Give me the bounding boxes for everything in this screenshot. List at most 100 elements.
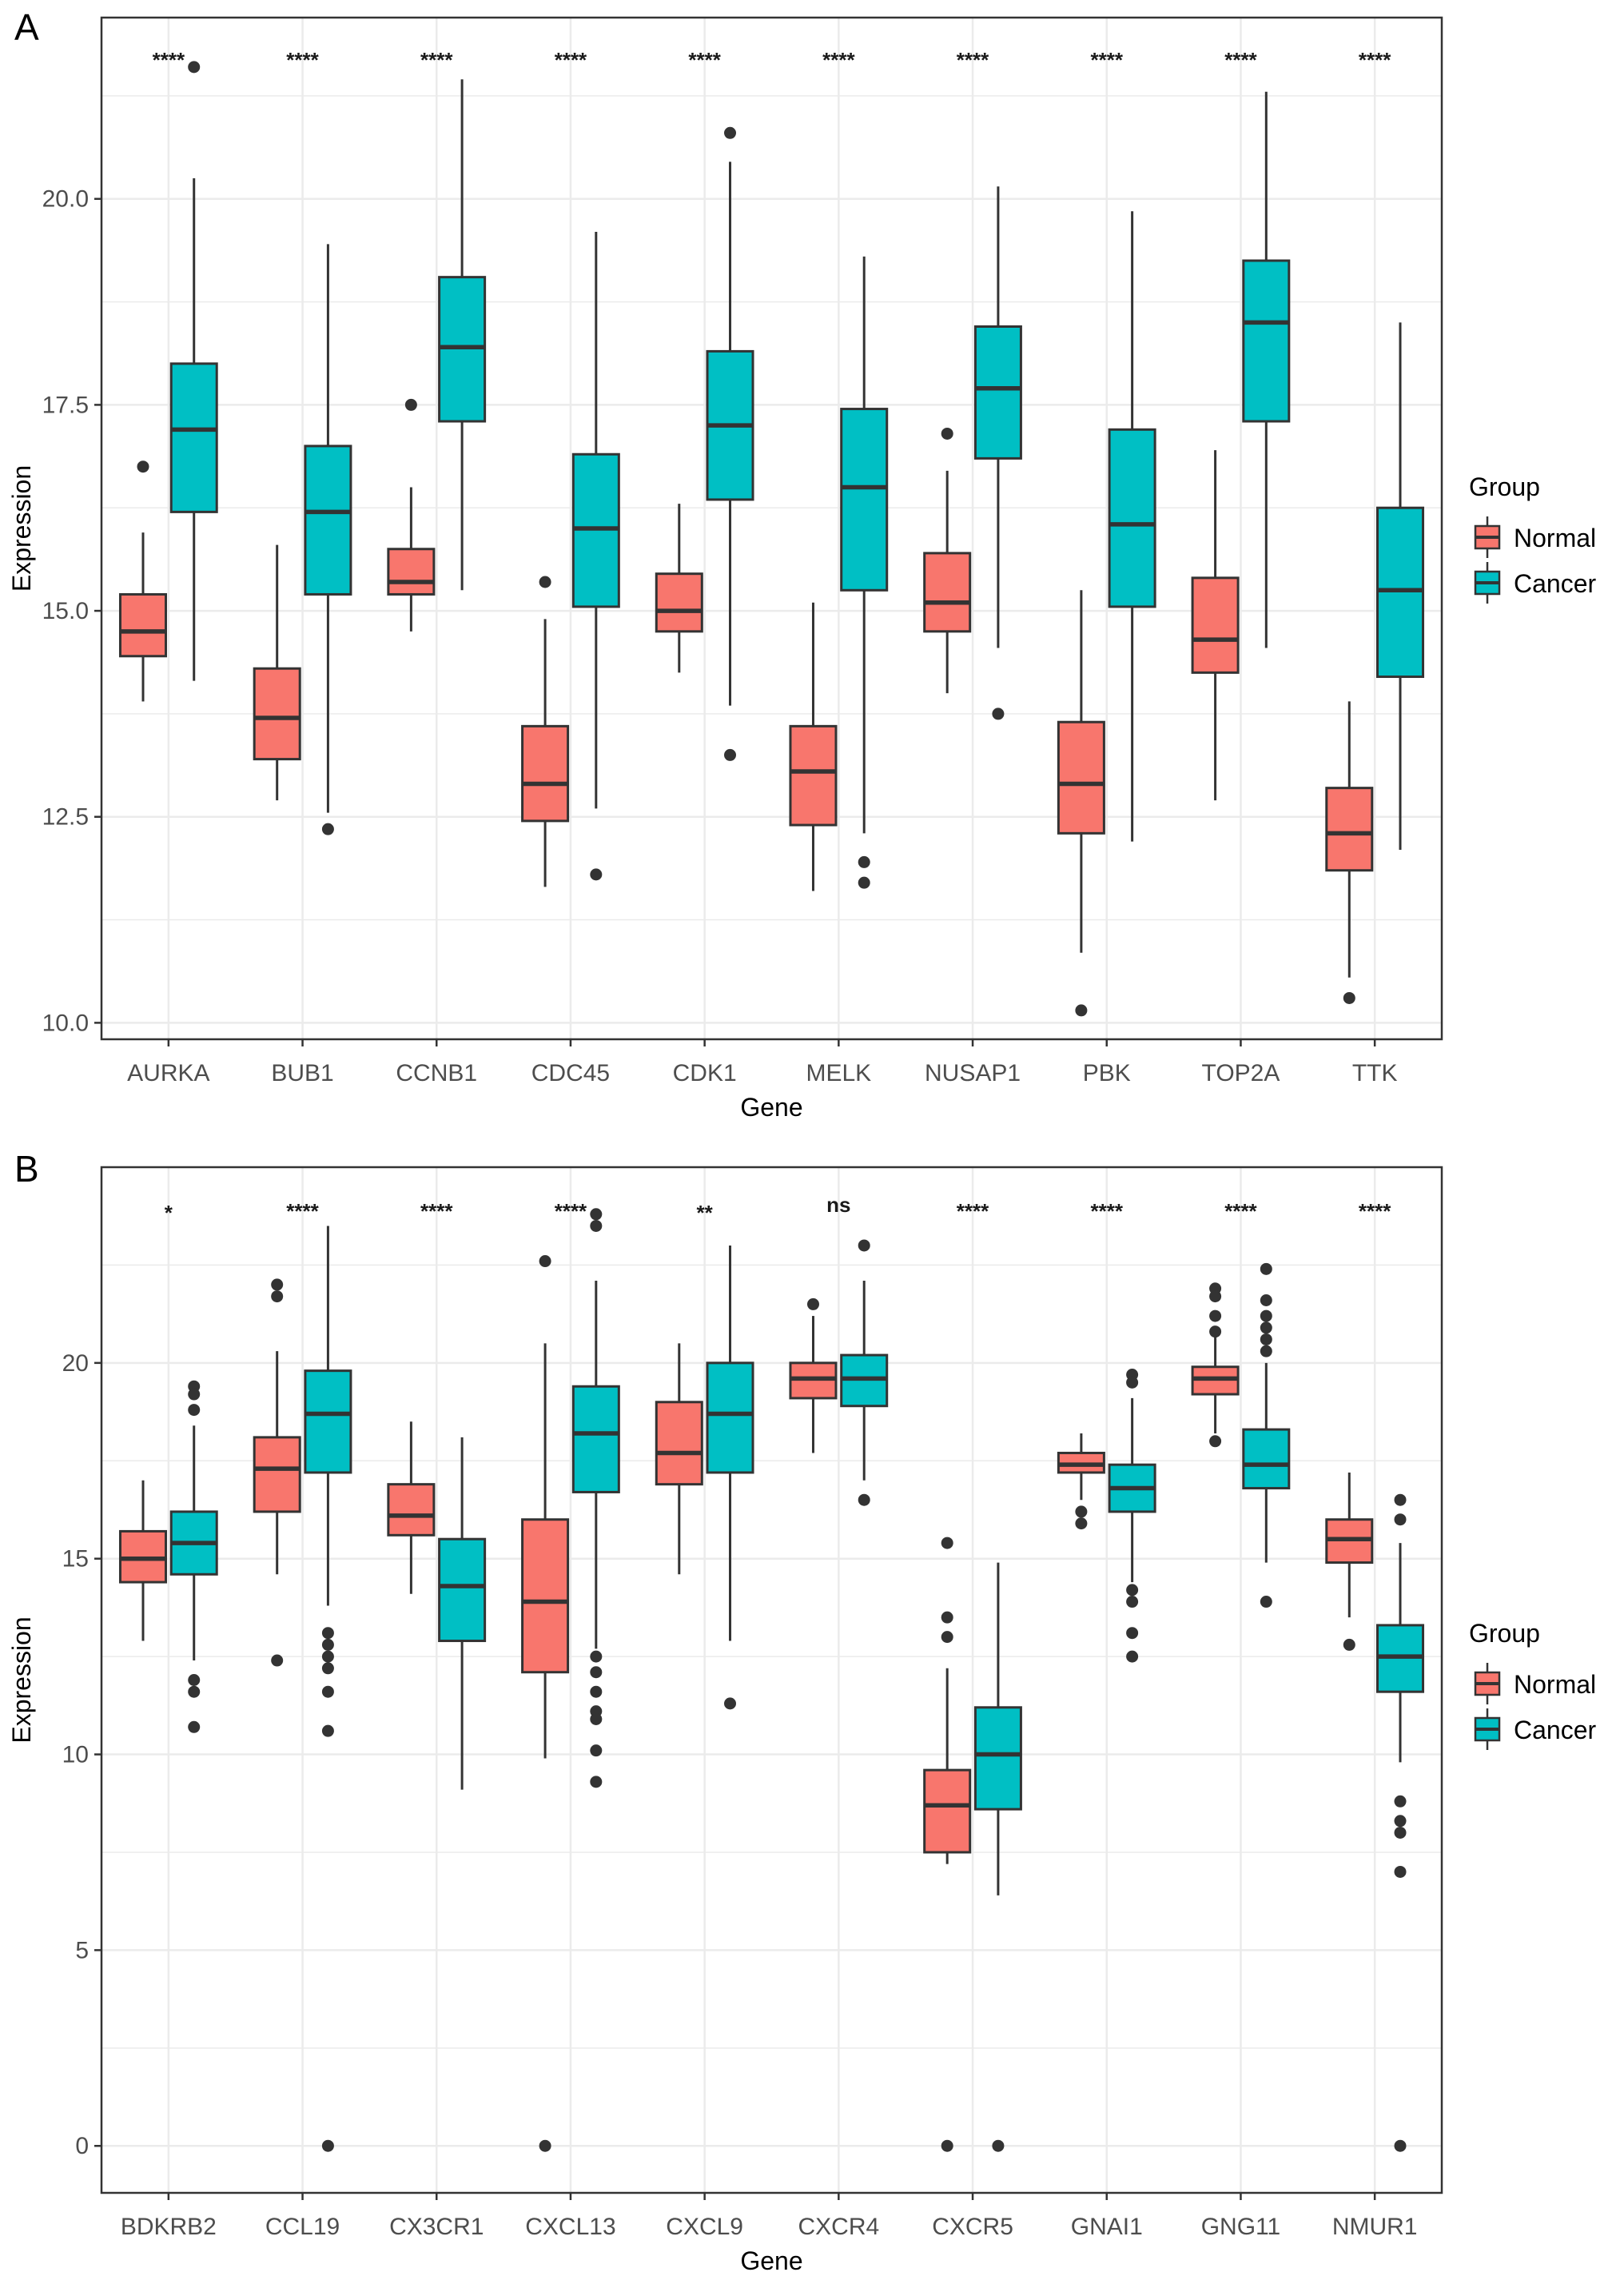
x-tick-label: CXCR4: [798, 2214, 879, 2240]
box-body: [253, 1436, 301, 1513]
significance-label: ****: [555, 48, 587, 72]
box-body: [655, 1401, 703, 1486]
box-body: [571, 1385, 620, 1493]
box-normal-aurka: [118, 460, 167, 702]
legend-key-cancer: [1474, 562, 1501, 604]
outlier-point: [1260, 1333, 1272, 1345]
outlier-point: [1394, 1513, 1407, 1526]
outlier-point: [1260, 1596, 1272, 1608]
box-cancer-cxcr4: [840, 1239, 889, 1506]
panel-b: * **** **** **** ** ns **** **** **** ****0510152…: [7, 1148, 1597, 2275]
significance-label: ****: [1359, 1199, 1391, 1223]
x-tick-label: NMUR1: [1332, 2214, 1418, 2240]
box-body: [169, 362, 218, 513]
significance-label: ****: [1359, 48, 1391, 72]
x-tick-label: NUSAP1: [925, 1060, 1021, 1086]
outlier-point: [1075, 1004, 1088, 1017]
y-axis-title: Expression: [7, 465, 36, 592]
box-body: [387, 548, 436, 596]
outlier-point: [1394, 2139, 1407, 2152]
significance-label: ****: [420, 1199, 453, 1223]
outlier-point: [1075, 1517, 1088, 1530]
box-cancer-ccl19: [304, 1226, 352, 2152]
box-body: [973, 1706, 1022, 1811]
box-normal-bdkrb2: [118, 1480, 167, 1641]
box-normal-cxcl9: [655, 1343, 703, 1575]
box-body: [438, 1537, 487, 1643]
x-tick-label: CX3CR1: [389, 2214, 484, 2240]
legend-title: Group: [1469, 472, 1540, 501]
outlier-point: [724, 748, 737, 761]
panel-label: B: [14, 1148, 39, 1190]
outlier-point: [1260, 1262, 1272, 1275]
outlier-point: [590, 1744, 603, 1757]
y-tick-label: 10: [62, 1742, 89, 1768]
x-tick-label: CXCL13: [525, 2214, 615, 2240]
box-body: [1191, 576, 1240, 674]
box-cancer-bdkrb2: [169, 1380, 218, 1733]
box-cancer-pbk: [1108, 211, 1156, 842]
outlier-point: [1209, 1325, 1222, 1338]
x-tick-label: CDC45: [531, 1060, 610, 1086]
y-tick-label: 15.0: [42, 598, 89, 624]
x-tick-label: PBK: [1083, 1060, 1131, 1086]
outlier-point: [590, 1685, 603, 1698]
significance-label: ****: [957, 1199, 989, 1223]
box-body: [706, 1361, 754, 1474]
legend-key-normal: [1474, 1663, 1501, 1704]
outlier-point: [188, 1720, 201, 1733]
outlier-point: [1260, 1309, 1272, 1322]
outlier-point: [590, 1219, 603, 1232]
box-cancer-cxcl9: [706, 1245, 754, 1710]
outlier-point: [321, 1650, 334, 1663]
outlier-point: [941, 1537, 953, 1549]
y-tick-label: 20.0: [42, 186, 89, 213]
panel-a: **** **** **** **** **** **** **** **** **** ****…: [7, 6, 1597, 1122]
box-cancer-nmur1: [1376, 1493, 1425, 2152]
box-cancer-nusap1: [973, 186, 1022, 720]
legend: Group Normal Cancer: [1469, 1619, 1597, 1750]
box-normal-cxcr4: [789, 1297, 838, 1453]
box-cancer-cdc45: [571, 231, 620, 881]
outlier-point: [188, 1388, 201, 1401]
box-normal-gng11: [1191, 1282, 1240, 1448]
outlier-point: [941, 2139, 953, 2152]
significance-label: ****: [1091, 48, 1124, 72]
outlier-point: [1209, 1309, 1222, 1322]
box-normal-nmur1: [1325, 1472, 1374, 1651]
significance-label: ****: [822, 48, 855, 72]
box-body: [1242, 1428, 1291, 1490]
outlier-point: [321, 1724, 334, 1737]
y-tick-label: 0: [75, 2133, 89, 2159]
box-body: [1108, 428, 1156, 608]
plot-background: [102, 1167, 1442, 2193]
x-axis-title: Gene: [740, 1093, 802, 1122]
y-tick-label: 5: [75, 1937, 89, 1963]
outlier-point: [1343, 1638, 1355, 1651]
outlier-point: [724, 1697, 737, 1710]
box-body: [923, 552, 972, 633]
plot-border: [100, 1166, 1443, 2194]
box-body: [655, 572, 703, 633]
box-normal-cdk1: [655, 504, 703, 673]
box-body: [387, 1483, 436, 1537]
legend-key-normal: [1474, 516, 1501, 558]
x-tick-label: AURKA: [127, 1060, 209, 1086]
box-normal-nusap1: [923, 427, 972, 694]
outlier-point: [188, 1674, 201, 1686]
x-tick-label: CXCR5: [932, 2214, 1013, 2240]
box-normal-gnai1: [1057, 1433, 1105, 1530]
outlier-point: [590, 1650, 603, 1663]
significance-label: ****: [286, 48, 319, 72]
outlier-point: [1343, 991, 1355, 1004]
box-body: [521, 724, 570, 823]
outlier-point: [806, 1297, 819, 1310]
box-normal-top2a: [1191, 450, 1240, 801]
box-normal-bub1: [253, 544, 301, 801]
box-normal-cdc45: [521, 576, 570, 887]
x-tick-label: GNG11: [1201, 2214, 1280, 2240]
box-normal-cx3cr1: [387, 1421, 436, 1594]
outlier-point: [590, 1666, 603, 1679]
legend-label-normal: Normal: [1514, 1670, 1596, 1699]
x-tick-label: CXCL9: [666, 2214, 743, 2240]
